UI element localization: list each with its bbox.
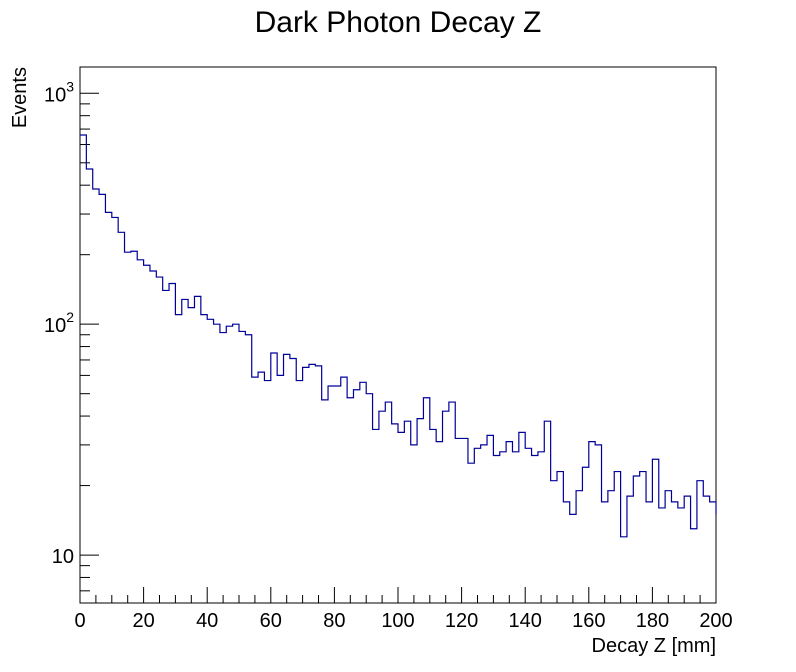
- x-tick-label: 60: [260, 610, 282, 632]
- histogram-line: [80, 134, 717, 538]
- x-tick-label: 80: [323, 610, 345, 632]
- x-tick-label: 0: [74, 610, 85, 632]
- x-axis-ticks: 0 20 40 60 80 100 120 140 160 180 200: [74, 587, 733, 632]
- y-tick-label: 103: [44, 78, 74, 106]
- x-tick-label: 140: [509, 610, 542, 632]
- chart-title: Dark Photon Decay Z: [255, 6, 542, 39]
- x-tick-label: 160: [572, 610, 605, 632]
- y-tick-label: 10: [52, 546, 74, 568]
- x-tick-label: 120: [445, 610, 478, 632]
- x-tick-label: 20: [132, 610, 154, 632]
- x-tick-label: 180: [636, 610, 669, 632]
- x-tick-label: 100: [381, 610, 414, 632]
- y-tick-label: 102: [44, 309, 74, 337]
- x-tick-label: 200: [699, 610, 732, 632]
- y-axis-ticks: 10 102 103: [44, 78, 99, 592]
- y-axis-label: Events: [9, 67, 31, 128]
- x-tick-label: 40: [196, 610, 218, 632]
- x-axis-label: Decay Z [mm]: [592, 635, 716, 657]
